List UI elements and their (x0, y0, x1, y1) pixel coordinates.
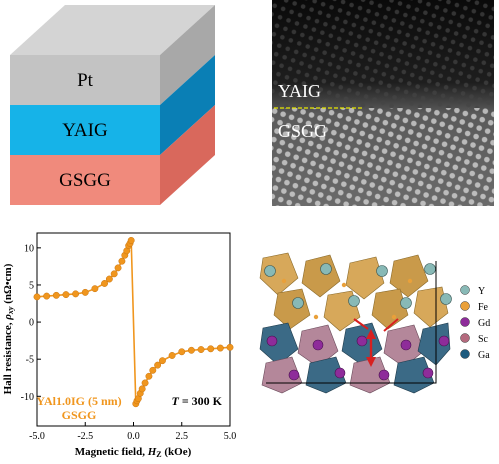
fe-octahedra (259, 252, 449, 332)
y-tick-label: 0 (29, 318, 34, 329)
x-tick-label: -5.0 (29, 431, 45, 442)
stem-atoms-upper (272, 0, 494, 108)
legend-label: Sc (478, 334, 489, 345)
x-tick-label: 0.0 (127, 431, 140, 442)
data-point (159, 357, 166, 365)
data-point (226, 343, 234, 351)
stack-side-gsgg (160, 105, 215, 205)
layer-stack-diagram: Pt YAIG GSGG (0, 0, 240, 215)
legend-label: Ga (478, 350, 490, 361)
data-point (138, 385, 146, 393)
spin-arrow-icon (366, 329, 376, 367)
data-point (101, 280, 109, 287)
y-tick-label: -5 (26, 355, 34, 366)
data-point (197, 346, 205, 353)
data-point (52, 291, 60, 299)
legend-line-2: GSGG (62, 408, 97, 422)
stack-front-yaig (10, 105, 160, 155)
x-tick-label: -2.5 (77, 431, 93, 442)
stack-label-gsgg: GSGG (59, 170, 111, 191)
y-axis-label: Hall resistance, ρxy (nΩ•cm) (2, 263, 15, 394)
stack-side-pt (160, 5, 215, 105)
data-point (216, 344, 224, 352)
legend-swatch (460, 301, 470, 311)
y-atoms (264, 263, 452, 309)
legend-label: Gd (478, 318, 490, 329)
legend-label: Fe (478, 302, 489, 313)
data-point (43, 292, 51, 300)
stack-side-yaig (160, 55, 215, 155)
stem-image: YAIG GSGG (272, 0, 494, 206)
stack-label-pt: Pt (77, 70, 94, 91)
data-point (168, 352, 176, 359)
data-point (81, 288, 89, 296)
x-tick-label: 2.5 (176, 431, 189, 442)
hall-resistance-chart: -5.0 -2.5 0.0 2.5 5.0 10 5 0 -5 -10 Magnetic fiel… (0, 225, 245, 459)
data-point (72, 290, 80, 298)
data-point (105, 275, 113, 283)
data-point (187, 346, 195, 354)
unit-cell-box (266, 261, 437, 384)
y-tick-label: 5 (29, 280, 34, 291)
stack-top-face (10, 5, 215, 55)
data-point (154, 361, 162, 369)
legend-swatch (460, 349, 470, 359)
data-point (33, 293, 41, 301)
fe-atoms (281, 278, 413, 320)
temperature-annotation: T = 300 K (171, 394, 222, 408)
data-point (62, 291, 70, 299)
x-tick-label: 5.0 (224, 431, 237, 442)
data-point (141, 379, 149, 387)
legend-line-1: YAl1.0IG (5 nm) (36, 394, 121, 408)
data-point (110, 270, 118, 278)
stack-label-yaig: YAIG (62, 120, 108, 141)
data-point (114, 264, 122, 272)
y-tick-label: 10 (24, 243, 34, 254)
x-axis-label: Magnetic field, HZ (kOe) (75, 446, 192, 459)
legend-swatch (460, 333, 470, 343)
data-point (118, 257, 126, 265)
data-point (145, 372, 153, 380)
atom-legend: Y Fe Gd Sc Ga (460, 285, 490, 361)
legend-label: Y (478, 286, 485, 297)
stem-atoms-lower (272, 108, 494, 206)
stem-label-yaig: YAIG (278, 81, 321, 101)
crystal-structure: Y Fe Gd Sc Ga (258, 233, 499, 403)
stem-label-gsgg: GSGG (278, 121, 327, 141)
stack-front-pt (10, 55, 160, 105)
legend-swatch (460, 285, 470, 295)
data-point (178, 348, 186, 356)
data-point (127, 236, 135, 244)
data-point (207, 345, 215, 353)
bond-line (383, 318, 399, 332)
data-point (149, 366, 157, 374)
bond-line (353, 318, 369, 330)
legend-swatch (460, 317, 470, 327)
gd-atoms (266, 335, 450, 381)
data-point (91, 285, 99, 293)
series-line (36, 240, 231, 405)
y-tick-label: -10 (21, 392, 34, 403)
stack-front-gsgg (10, 155, 160, 205)
